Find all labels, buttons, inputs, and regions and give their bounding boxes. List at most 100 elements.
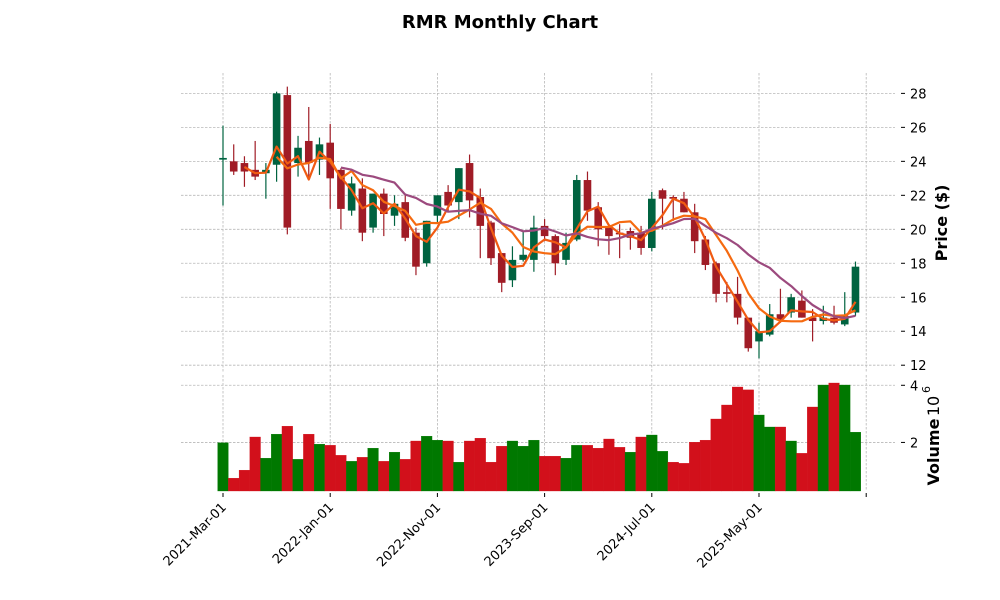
volume-bar bbox=[517, 445, 529, 492]
candle bbox=[390, 195, 399, 226]
volume-bar bbox=[228, 477, 240, 492]
volume-bar bbox=[367, 447, 379, 492]
candle bbox=[808, 309, 817, 342]
volume-bar bbox=[389, 451, 401, 492]
volume-bar bbox=[549, 455, 561, 492]
volume-bar bbox=[678, 463, 690, 492]
volume-bar bbox=[217, 442, 229, 492]
volume-bar bbox=[635, 436, 647, 492]
candle-body bbox=[787, 297, 795, 313]
volume-bar bbox=[721, 404, 733, 492]
volume-bar bbox=[421, 435, 433, 492]
candle-body bbox=[476, 197, 485, 226]
candle bbox=[840, 292, 849, 327]
volume-bar bbox=[431, 439, 443, 492]
moving-average-6-line bbox=[275, 156, 856, 323]
candle-body bbox=[358, 188, 367, 233]
volume-bar bbox=[410, 440, 422, 492]
candle bbox=[744, 317, 753, 352]
price-tick-label: 24 bbox=[910, 155, 927, 170]
candle-body bbox=[444, 191, 452, 206]
candle-body bbox=[519, 254, 527, 260]
candle-body bbox=[808, 317, 817, 322]
candle-body bbox=[572, 180, 581, 240]
volume-bar bbox=[485, 461, 497, 492]
candle-body bbox=[390, 203, 399, 216]
candle-body bbox=[723, 292, 731, 294]
volume-bar bbox=[464, 440, 476, 492]
candle bbox=[272, 91, 281, 182]
volume-bar bbox=[817, 384, 829, 492]
candle-body bbox=[776, 314, 785, 320]
volume-bar bbox=[474, 437, 486, 492]
volume-bar bbox=[324, 445, 336, 492]
candle-body bbox=[455, 168, 463, 203]
candle bbox=[219, 125, 227, 206]
candle-body bbox=[487, 222, 495, 259]
volume-bar bbox=[689, 441, 701, 492]
candle-body bbox=[733, 293, 742, 318]
candle-body bbox=[530, 227, 538, 260]
volume-exponent-power: 6 bbox=[920, 386, 933, 393]
candle-body bbox=[219, 157, 227, 160]
date-tick-label: 2021-Mar-01 bbox=[161, 500, 230, 569]
volume-bar bbox=[753, 414, 765, 492]
candle bbox=[540, 219, 549, 242]
candle bbox=[755, 322, 763, 359]
price-axis: 12 14 16 18 20 22 24 26 28 bbox=[901, 87, 927, 374]
candle-body bbox=[658, 190, 667, 199]
chart-title: RMR Monthly Chart bbox=[402, 12, 599, 33]
candle bbox=[283, 86, 292, 235]
candle bbox=[465, 154, 474, 218]
volume-bar bbox=[313, 443, 325, 492]
candle bbox=[626, 227, 635, 250]
volume-bar bbox=[249, 436, 261, 492]
volume-bar bbox=[764, 426, 776, 492]
candle-body bbox=[562, 242, 570, 260]
volume-axis-label: Volume bbox=[924, 418, 943, 485]
volume-bar bbox=[796, 453, 808, 492]
volume-bar bbox=[303, 433, 315, 492]
candle-body bbox=[840, 315, 849, 325]
price-tick-label: 12 bbox=[910, 359, 927, 374]
price-tick-label: 16 bbox=[910, 291, 927, 306]
candle-body bbox=[744, 317, 753, 349]
candle bbox=[658, 188, 667, 230]
candle bbox=[358, 178, 367, 242]
volume-bar bbox=[335, 455, 347, 492]
candle bbox=[530, 215, 538, 272]
candle-body bbox=[540, 225, 549, 237]
candle bbox=[304, 106, 313, 177]
candle-body bbox=[497, 253, 506, 283]
candle bbox=[497, 253, 506, 293]
price-tick-label: 20 bbox=[910, 223, 927, 238]
candle-body bbox=[380, 193, 388, 215]
volume-tick-label: 2 bbox=[910, 436, 918, 451]
volume-exponent-base: 10 bbox=[924, 396, 943, 416]
volume-bar bbox=[560, 457, 572, 492]
candle-body bbox=[798, 300, 806, 318]
price-tick-label: 14 bbox=[910, 325, 927, 340]
candle-body bbox=[712, 263, 720, 294]
price-axis-label: Price ($) bbox=[932, 185, 951, 262]
volume-bar bbox=[292, 459, 304, 492]
candle bbox=[369, 193, 377, 233]
candle-body bbox=[680, 198, 688, 213]
volume-bar bbox=[614, 447, 626, 492]
volume-bar bbox=[710, 418, 722, 492]
candle bbox=[422, 220, 431, 267]
candle-body bbox=[465, 163, 474, 201]
volume-bar bbox=[442, 440, 454, 492]
candle-body bbox=[605, 227, 613, 237]
volume-bar bbox=[506, 440, 518, 492]
candle bbox=[347, 176, 356, 216]
candle bbox=[562, 232, 570, 265]
volume-axis: 24 bbox=[901, 379, 918, 451]
candle bbox=[583, 171, 592, 221]
volume-bar bbox=[281, 425, 293, 492]
candle-body bbox=[347, 183, 356, 211]
volume-bar bbox=[260, 457, 272, 492]
candle-body bbox=[337, 169, 345, 209]
candle-body bbox=[304, 140, 313, 164]
